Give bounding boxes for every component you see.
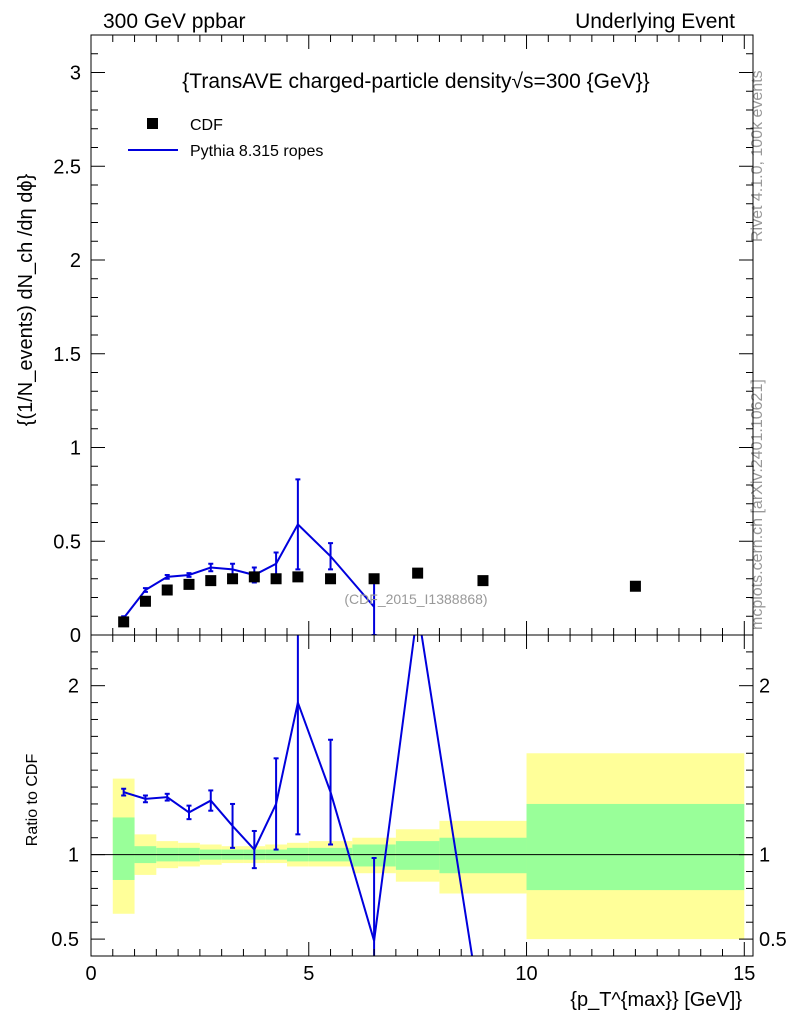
ratio-inner-band-bin [112, 817, 135, 880]
header-left-label: 300 GeV ppbar [103, 10, 245, 33]
x-axis-label: {p_T^{max}} [GeV]} [570, 989, 742, 1011]
x-tick-label: 5 [303, 963, 314, 985]
cdf-data-point [118, 616, 130, 628]
ratio-uncertainty-bands [112, 753, 745, 940]
main-y-tick-label: 0.5 [53, 531, 81, 553]
ratio-y-axis-label: Ratio to CDF [24, 754, 41, 847]
ratio-y-tick-label-right: 2 [759, 676, 770, 698]
main-y-tick-label: 2 [70, 250, 81, 272]
main-y-tick-label: 1.5 [53, 344, 81, 366]
cdf-data-point [292, 571, 304, 583]
cdf-data-point [270, 573, 282, 585]
ratio-inner-band-bin [526, 803, 745, 891]
ratio-y-tick-label-right: 0.5 [759, 929, 786, 951]
main-y-tick-label: 0 [70, 625, 81, 647]
ratio-y-tick-label-left: 0.5 [51, 929, 79, 951]
ratio-y-tick-label-left: 1 [68, 845, 79, 867]
ratio-plot-area [121, 635, 474, 956]
cdf-data-point [368, 573, 380, 585]
cdf-data-point [139, 595, 151, 607]
cdf-data-point [161, 584, 173, 596]
main-y-tick-label: 3 [70, 63, 81, 85]
ratio-inner-band-bin [439, 837, 527, 874]
cdf-data-point [629, 580, 641, 592]
ratio-axes: 0.5 0.5 1 1 2 2 0 5 10 15 [51, 634, 786, 985]
cdf-data-point [248, 571, 260, 583]
x-tick-label: 15 [733, 963, 755, 985]
cdf-data-point [227, 573, 239, 585]
main-y-tick-label: 1 [70, 438, 81, 460]
legend-cdf-marker [147, 118, 158, 129]
cdf-data-point [412, 567, 424, 579]
legend-cdf-label: CDF [190, 117, 223, 134]
header-right-label: Underlying Event [575, 10, 735, 33]
cdf-data-point [205, 575, 217, 587]
legend-pythia-label: Pythia 8.315 ropes [190, 143, 323, 160]
main-y-tick-label: 2.5 [53, 156, 81, 178]
mcplots-label: mcplots.cern.ch [arXiv:2401.10621] [749, 379, 766, 630]
x-tick-label: 10 [515, 963, 537, 985]
cdf-data-point [183, 578, 195, 590]
main-title: {TransAVE charged-particle density√s=300… [182, 70, 649, 93]
ratio-inner-band-bin [395, 841, 440, 870]
rivet-version-label: Rivet 4.1.0, 100k events [749, 70, 766, 242]
main-panel: 0 0.5 1 1.5 2 2.5 3 {TransAVE charged-particle… [15, 34, 754, 647]
main-y-axis-label: {(1/N_events) dN_ch /dη dϕ} [15, 173, 37, 426]
main-axes: 0 0.5 1 1.5 2 2.5 3 [53, 34, 753, 647]
x-tick-label: 0 [85, 963, 96, 985]
ratio-y-tick-label-left: 2 [68, 676, 79, 698]
cdf-data-point [477, 575, 489, 587]
pythia-line [122, 522, 375, 619]
main-plot-area [118, 478, 641, 635]
analysis-watermark: (CDF_2015_I1388868) [344, 591, 487, 607]
legend: CDF Pythia 8.315 ropes [128, 117, 323, 160]
ratio-y-tick-label-right: 1 [759, 845, 770, 867]
cdf-data-point [325, 573, 337, 585]
ratio-plot-frame [90, 634, 754, 957]
ratio-panel: 0.5 0.5 1 1 2 2 0 5 10 15 Ratio to CDF {p_T^{max}… [24, 634, 786, 1011]
